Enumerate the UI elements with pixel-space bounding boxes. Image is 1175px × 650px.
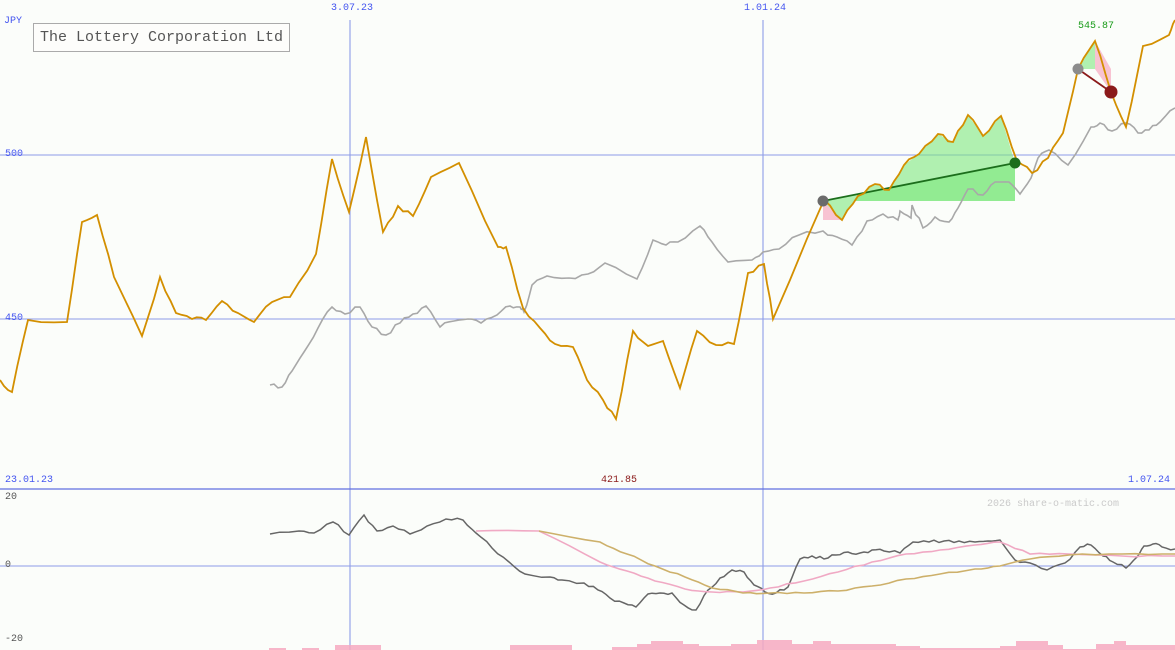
svg-text:545.87: 545.87: [1078, 21, 1114, 32]
svg-text:2026 share-o-matic.com: 2026 share-o-matic.com: [987, 498, 1119, 510]
svg-text:421.85: 421.85: [601, 475, 637, 486]
